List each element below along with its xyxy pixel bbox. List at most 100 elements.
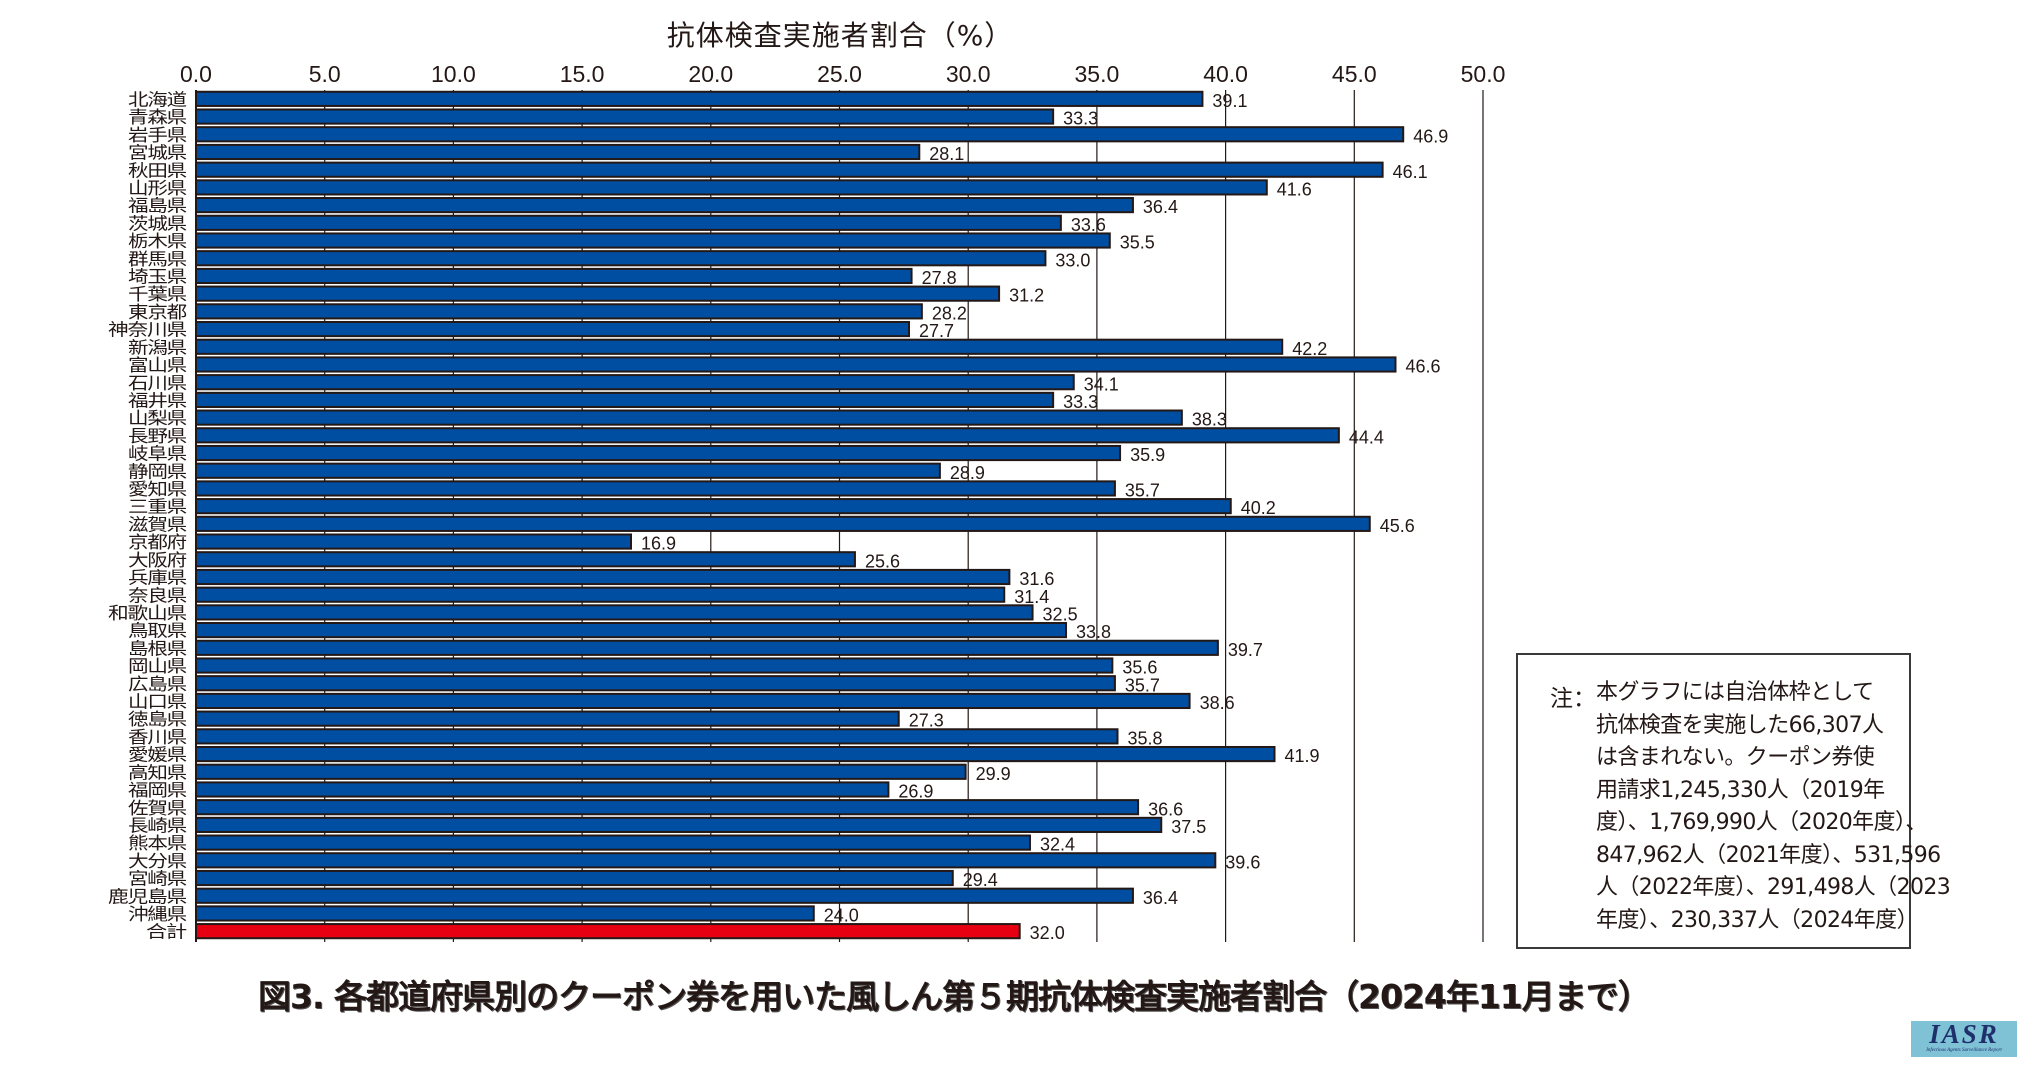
bar: [195, 763, 967, 780]
bar: [195, 374, 1075, 391]
value-label: 16.9: [641, 534, 676, 554]
value-label: 35.5: [1120, 233, 1155, 253]
value-label: 35.7: [1125, 675, 1160, 695]
category-label: 大分県: [128, 852, 187, 872]
bar: [195, 108, 1055, 125]
category-label: 石川県: [128, 374, 187, 394]
bar: [195, 197, 1134, 214]
value-label: 44.4: [1349, 427, 1384, 447]
note-line: 抗体検査を実施した66,307人: [1596, 712, 1884, 738]
bar: [195, 126, 1405, 143]
bar: [195, 799, 1140, 816]
value-label: 36.6: [1148, 799, 1183, 819]
x-tick-label: 35.0: [1075, 61, 1120, 87]
bar: [195, 498, 1232, 515]
bar: [195, 586, 1006, 603]
category-label: 兵庫県: [128, 569, 187, 589]
note-line: 用請求1,245,330人（2019年: [1596, 777, 1885, 803]
category-label: 福島県: [128, 197, 187, 217]
bar: [195, 905, 815, 922]
category-label: 京都府: [128, 533, 187, 553]
bar: [195, 834, 1031, 851]
figure-caption: 図3. 各都道府県別のクーポン券を用いた風しん第５期抗体検査実施者割合（2024…: [258, 977, 1651, 1016]
value-label: 36.4: [1143, 197, 1178, 217]
x-tick-label: 20.0: [688, 61, 733, 87]
category-label: 沖縄県: [128, 905, 187, 925]
value-label: 27.3: [909, 711, 944, 731]
bar: [195, 179, 1268, 196]
bar: [195, 214, 1062, 231]
bar: [195, 267, 913, 285]
bar: [195, 90, 1204, 107]
x-axis-title: 抗体検査実施者割合（%）: [666, 19, 1014, 52]
x-tick-label: 15.0: [560, 61, 605, 87]
value-label: 36.4: [1143, 888, 1178, 908]
bar: [195, 161, 1384, 178]
value-label: 32.5: [1043, 604, 1078, 624]
category-label: 愛媛県: [128, 746, 187, 766]
note-line: 人（2022年度）、291,498人（2023: [1596, 875, 1951, 900]
category-label: 合計: [146, 923, 187, 943]
value-label: 42.2: [1292, 339, 1327, 359]
value-label: 32.4: [1040, 835, 1075, 855]
category-label: 奈良県: [128, 586, 187, 606]
bar: [195, 444, 1122, 462]
bar: [195, 285, 1001, 302]
value-label: 33.8: [1076, 622, 1111, 642]
category-label: 埼玉県: [128, 268, 187, 288]
bar: [195, 568, 1011, 586]
bars: [195, 90, 1405, 940]
iasr-logo: IASR Infectious Agents Surveillance Repo…: [1911, 1021, 2017, 1057]
category-label: 岩手県: [128, 126, 187, 146]
bar: [195, 533, 633, 550]
category-label: 静岡県: [128, 462, 187, 482]
value-label: 41.6: [1277, 179, 1312, 199]
value-labels: 39.1 33.3 46.9 28.1 46.1 41.6 36.4 33.6 35.5 33.0…: [641, 91, 1448, 943]
category-label: 岐阜県: [128, 445, 187, 465]
bar: [195, 232, 1111, 249]
bar: [195, 551, 856, 568]
bar: [195, 356, 1397, 373]
value-label: 33.3: [1063, 109, 1098, 129]
bar: [195, 515, 1371, 532]
bar: [195, 143, 921, 161]
bar: [195, 675, 1116, 692]
category-label: 高知県: [128, 763, 187, 783]
category-label: 宮城県: [128, 144, 187, 164]
value-label: 34.1: [1084, 374, 1119, 394]
value-label: 39.6: [1225, 852, 1260, 872]
category-label: 群馬県: [128, 250, 187, 270]
value-label: 45.6: [1380, 516, 1415, 536]
logo-title: IASR: [1929, 1019, 1999, 1049]
note-line: 度）、1,769,990人（2020年度）、: [1596, 810, 1927, 835]
value-label: 38.3: [1192, 410, 1227, 430]
category-label: 島根県: [128, 639, 187, 659]
value-label: 31.6: [1019, 569, 1054, 589]
value-label: 33.6: [1071, 215, 1106, 235]
value-label: 38.6: [1200, 693, 1235, 713]
y-axis-categories: 北海道青森県岩手県宮城県秋田県山形県福島県茨城県栃木県群馬県埼玉県千葉県東京都神…: [108, 90, 188, 943]
value-label: 39.1: [1212, 91, 1247, 111]
value-label: 40.2: [1241, 498, 1276, 518]
bar: [195, 427, 1340, 444]
x-tick-label: 45.0: [1332, 61, 1377, 87]
value-label: 46.9: [1413, 126, 1448, 146]
value-label: 31.4: [1014, 587, 1049, 607]
x-tick-label: 25.0: [817, 61, 862, 87]
x-axis-ticks: 0.0 5.0 10.0 15.0 20.0 25.0 30.0 35.0 40.0 45.0 50…: [180, 61, 1505, 87]
bar: [195, 303, 923, 320]
bar: [195, 320, 910, 338]
note-line: 847,962人（2021年度）、531,596: [1596, 842, 1941, 868]
note-box: 注： 本グラフには自治体枠として 抗体検査を実施した66,307人 は含まれない…: [1516, 653, 1951, 949]
bar: [195, 462, 941, 479]
category-label: 長野県: [128, 427, 187, 447]
category-label: 鳥取県: [128, 622, 187, 642]
category-label: 佐賀県: [128, 799, 187, 819]
category-label: 福井県: [128, 391, 187, 411]
bar: [195, 409, 1183, 426]
category-label: 徳島県: [128, 710, 187, 730]
category-label: 神奈川県: [108, 321, 187, 341]
value-label: 39.7: [1228, 640, 1263, 660]
value-label: 41.9: [1285, 746, 1320, 766]
bar-chart: 0.0 5.0 10.0 15.0 20.0 25.0 30.0 35.0 40.0 45.0 50…: [108, 61, 1505, 943]
